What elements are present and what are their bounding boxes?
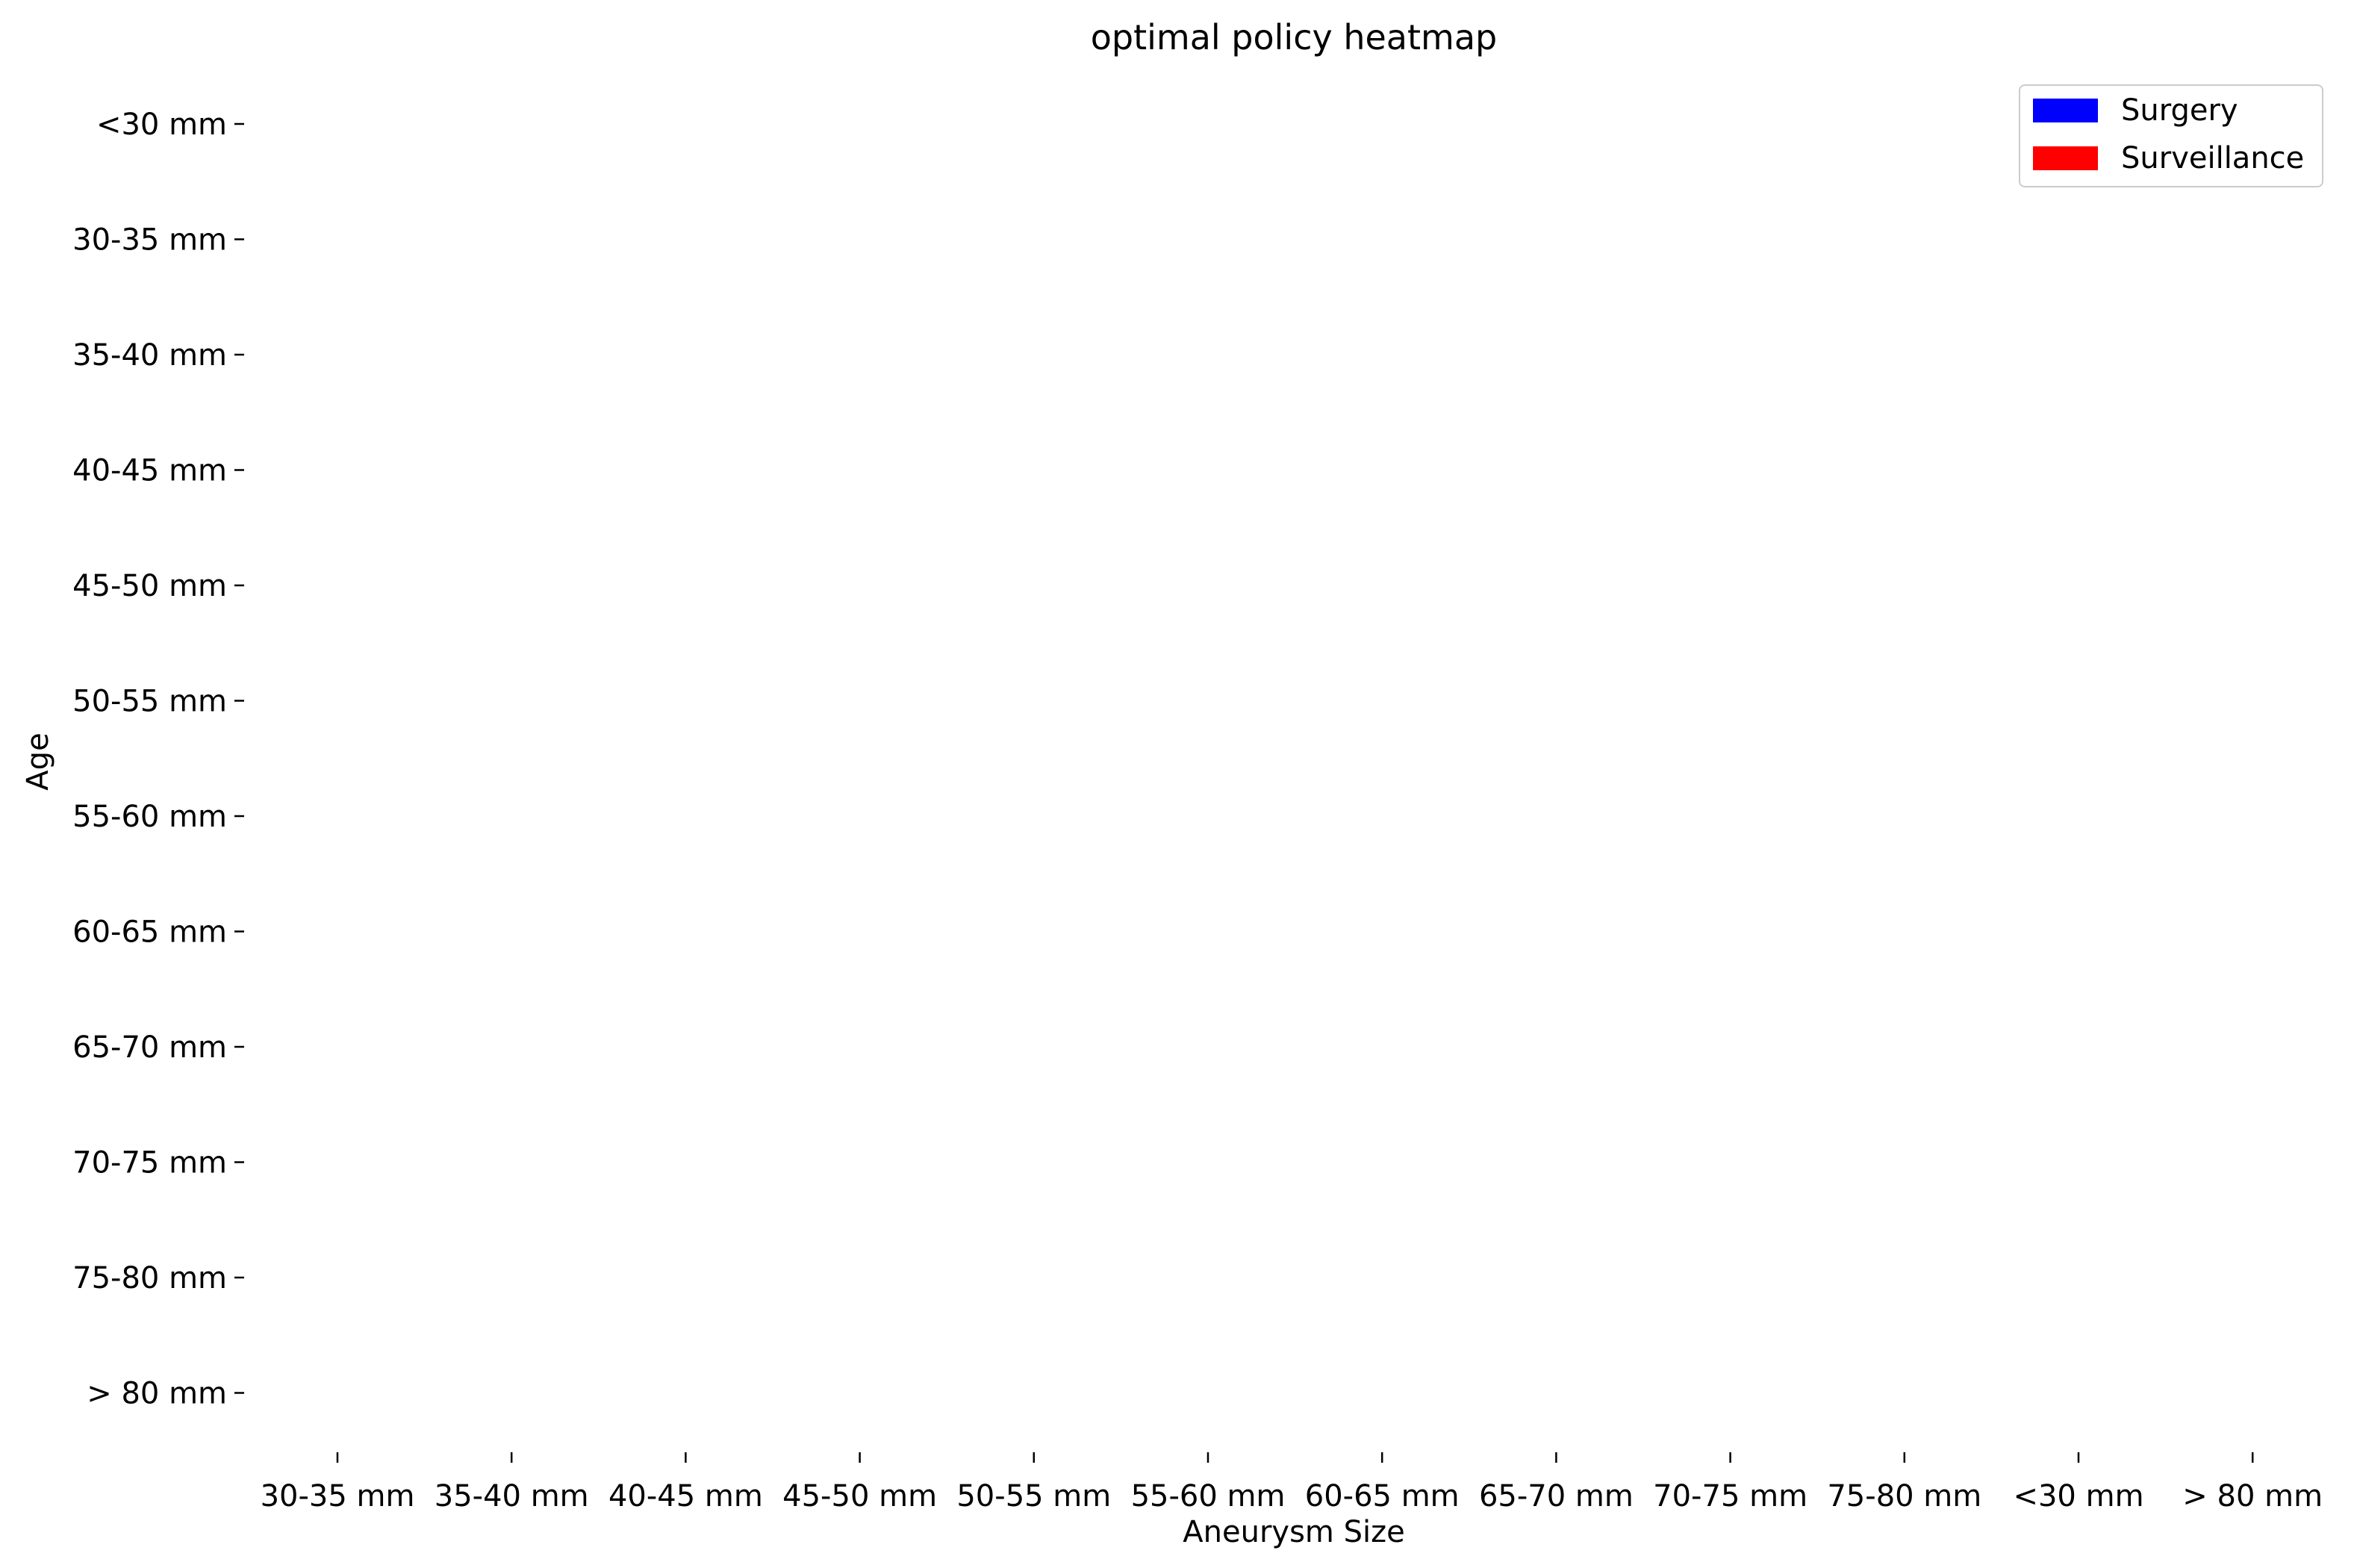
legend-swatch-surveillance — [2033, 146, 2098, 170]
y-tick-label: 70-75 mm — [72, 1146, 227, 1180]
x-tick-label: 70-75 mm — [1653, 1479, 1807, 1513]
legend-label-surveillance: Surveillance — [2121, 141, 2304, 175]
y-tick-label: 65-70 mm — [72, 1030, 227, 1065]
x-tick-label: 50-55 mm — [956, 1479, 1111, 1513]
y-tick-label: 35-40 mm — [72, 338, 227, 373]
y-tick-label: 40-45 mm — [72, 454, 227, 488]
legend: Surgery Surveillance — [2019, 84, 2323, 187]
x-tick-label: 45-50 mm — [782, 1479, 937, 1513]
y-tick-label: > 80 mm — [87, 1377, 227, 1411]
y-tick-label: <30 mm — [96, 108, 227, 142]
legend-label-surgery: Surgery — [2121, 93, 2238, 128]
y-tick-label: 30-35 mm — [72, 223, 227, 258]
y-axis: <30 mm 30-35 mm 35-40 mm 40-45 mm 45-50 mm 50… — [72, 108, 244, 1411]
x-tick-label: 40-45 mm — [608, 1479, 763, 1513]
y-tick-label: 60-65 mm — [72, 915, 227, 950]
x-tick-label: > 80 mm — [2182, 1479, 2323, 1513]
y-tick-label: 50-55 mm — [72, 685, 227, 719]
x-tick-label: 60-65 mm — [1305, 1479, 1460, 1513]
x-tick-label: 30-35 mm — [261, 1479, 415, 1513]
chart-title: optimal policy heatmap — [1091, 17, 1497, 57]
y-axis-label: Age — [21, 732, 55, 790]
x-axis: 30-35 mm 35-40 mm 40-45 mm 45-50 mm 50-55 mm… — [261, 1452, 2323, 1513]
y-tick-label: 45-50 mm — [72, 569, 227, 603]
x-tick-label: 75-80 mm — [1827, 1479, 1981, 1513]
x-tick-label: 65-70 mm — [1479, 1479, 1634, 1513]
y-tick-label: 75-80 mm — [72, 1261, 227, 1295]
x-tick-label: 55-60 mm — [1131, 1479, 1286, 1513]
y-tick-label: 55-60 mm — [72, 800, 227, 834]
x-tick-label: 35-40 mm — [435, 1479, 589, 1513]
legend-swatch-surgery — [2033, 99, 2098, 122]
x-tick-label: <30 mm — [2013, 1479, 2143, 1513]
x-axis-label: Aneurysm Size — [1183, 1515, 1404, 1549]
